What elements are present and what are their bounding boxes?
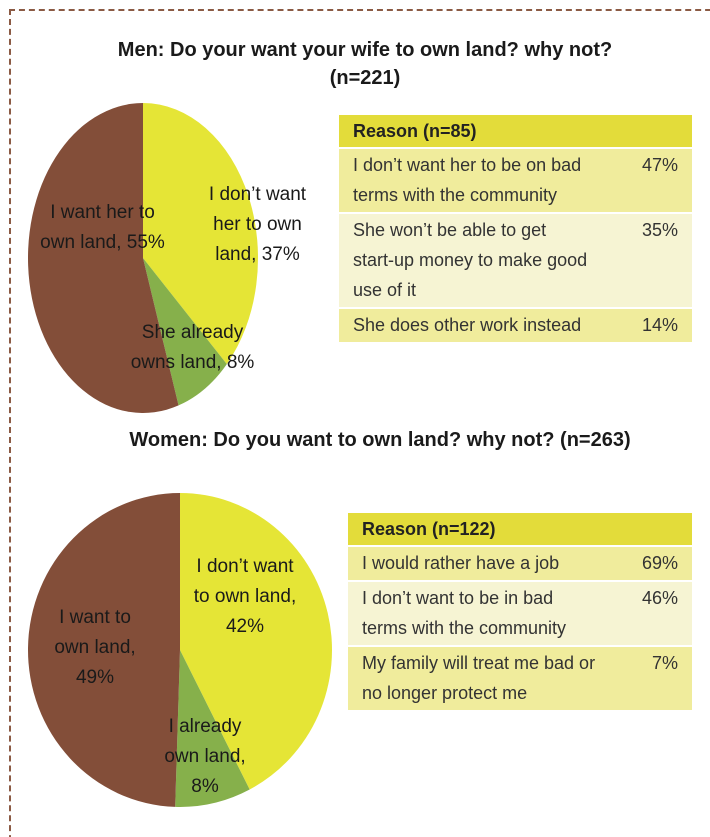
- slice-label: I want her to own land, 55%: [40, 198, 165, 258]
- slice-label: I already own land, 8%: [150, 712, 260, 802]
- table-row: I would rather have a job 69%: [348, 545, 692, 580]
- reason-text: I don’t want her to be on bad terms with…: [353, 155, 582, 205]
- reason-text: I would rather have a job: [362, 553, 560, 573]
- reason-text: I don’t want to be in bad terms with the…: [362, 588, 567, 638]
- table-row: My family will treat me bad or no longer…: [348, 645, 692, 710]
- slice-category: I want to own land,: [54, 607, 136, 658]
- slice-category: I don’t want her to own land,: [208, 184, 307, 265]
- pie-slice: [28, 103, 179, 413]
- reason-percent: 47%: [641, 155, 678, 175]
- table-row: She won’t be able to get start-up money …: [339, 212, 692, 307]
- chart-title: Men: Do your want your wife to own land?…: [117, 39, 613, 89]
- slice-value: 37%: [261, 244, 300, 265]
- reason-percent: 46%: [641, 588, 678, 608]
- slice-category: I want her to own land,: [40, 202, 155, 253]
- reason-table: Reason (n=85) I don’t want her to be on b…: [339, 115, 692, 342]
- slice-category: I don’t want to own land,: [193, 556, 297, 607]
- table-header: Reason (n=85): [339, 115, 692, 147]
- table-body: I would rather have a job 69% I don’t want…: [348, 545, 692, 710]
- slice-value: 42%: [225, 616, 265, 637]
- reason-percent: 35%: [641, 220, 678, 240]
- pie-slice: [175, 650, 250, 807]
- slice-value: 8%: [191, 776, 219, 797]
- reason-percent: 7%: [651, 653, 678, 673]
- reason-percent: 14%: [641, 315, 678, 335]
- reason-percent: 69%: [641, 553, 678, 573]
- slice-category: She already owns land,: [130, 322, 244, 373]
- table-header: Reason (n=122): [348, 513, 692, 545]
- table-row: She does other work instead 14%: [339, 307, 692, 342]
- pie-slice: [180, 493, 333, 790]
- table-row: I don’t want her to be on bad terms with…: [339, 147, 692, 212]
- slice-value: 8%: [226, 352, 255, 373]
- chart-title: Women: Do you want to own land? why not?…: [129, 429, 631, 451]
- slice-label: I don’t want her to own land, 37%: [195, 180, 320, 270]
- slice-value: 49%: [75, 667, 115, 688]
- reason-text: She won’t be able to get start-up money …: [353, 220, 588, 300]
- slice-label: She already owns land, 8%: [125, 318, 260, 378]
- slice-value: 55%: [126, 232, 165, 253]
- reason-text: She does other work instead: [353, 315, 582, 335]
- table-body: I don’t want her to be on bad terms with…: [339, 147, 692, 342]
- reason-text: My family will treat me bad or no longer…: [362, 653, 596, 703]
- reason-table: Reason (n=122) I would rather have a job 6…: [348, 513, 692, 710]
- slice-label: I don’t want to own land, 42%: [190, 552, 300, 642]
- slice-category: I already own land,: [164, 716, 246, 767]
- pie-slice: [143, 103, 258, 365]
- pie-slice: [27, 493, 181, 807]
- pie-slice: [143, 258, 227, 406]
- dashed-border: [9, 9, 710, 837]
- slice-label: I want to own land, 49%: [40, 603, 150, 693]
- table-row: I don’t want to be in bad terms with the…: [348, 580, 692, 645]
